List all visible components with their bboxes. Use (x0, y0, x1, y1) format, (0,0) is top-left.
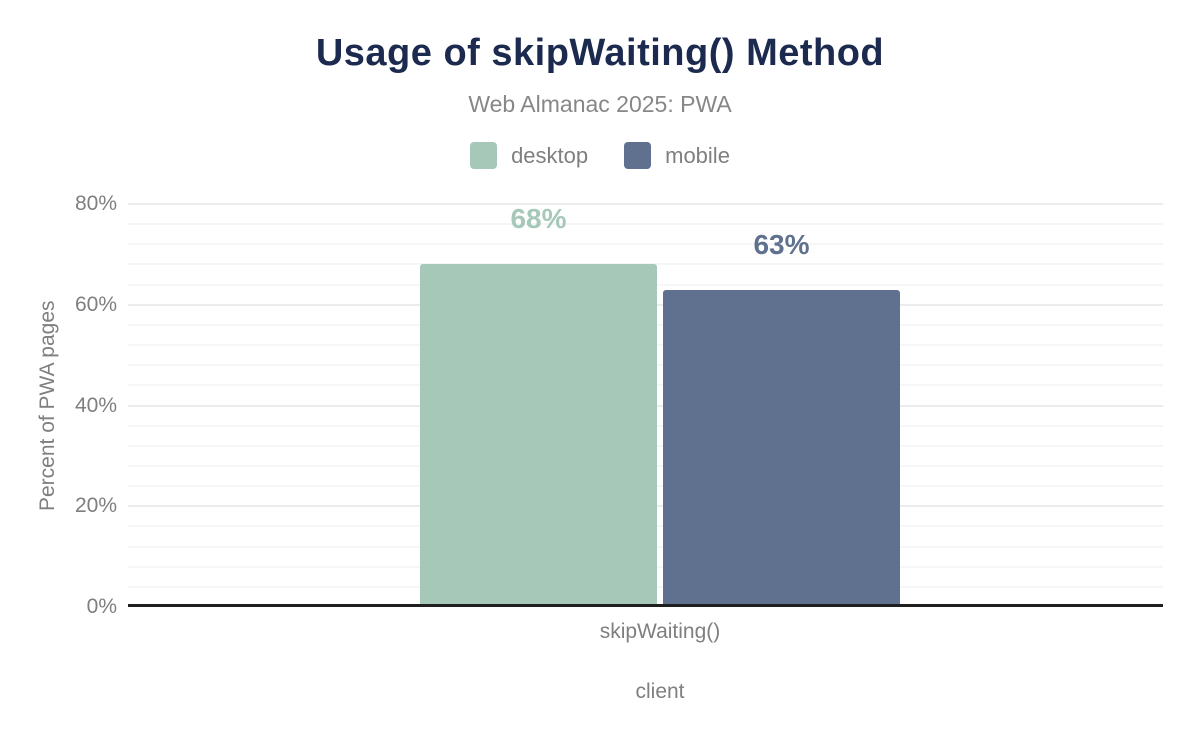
bar-value-label-desktop: 68% (510, 203, 567, 235)
major-gridline-80 (128, 203, 1163, 205)
minor-gridline-72 (128, 243, 1163, 246)
y-tick-label-80pct: 80% (74, 192, 117, 215)
y-axis-title: Percent of PWA pages (36, 300, 59, 511)
legend-item-desktop: desktop (470, 142, 588, 169)
x-axis-title: client (635, 680, 685, 703)
y-tick-label-40pct: 40% (74, 393, 117, 417)
bar-desktop[interactable] (420, 264, 657, 607)
chart-title: Usage of skipWaiting() Method (315, 32, 885, 74)
plot-area: 0% 20% 40% 60% 80% 68% 63% (75, 192, 1163, 618)
y-tick-label-0pct: 0% (86, 595, 117, 618)
x-tick-label: skipWaiting() (599, 620, 721, 643)
bar-value-label-mobile: 63% (753, 228, 810, 260)
chart-subtitle: Web Almanac 2025: PWA (468, 91, 732, 117)
y-tick-label-20pct: 20% (74, 494, 117, 518)
legend: desktop mobile (0, 142, 1200, 169)
y-tick-label-60pct: 60% (74, 292, 117, 316)
bar-mobile[interactable] (663, 289, 900, 607)
legend-swatch-desktop (470, 142, 498, 169)
legend-label-mobile: mobile (665, 142, 730, 168)
x-axis-line (128, 604, 1163, 607)
legend-label-desktop: desktop (511, 142, 589, 168)
legend-item-mobile: mobile (624, 142, 730, 169)
minor-gridline-76 (128, 223, 1163, 226)
legend-swatch-mobile (624, 142, 652, 169)
